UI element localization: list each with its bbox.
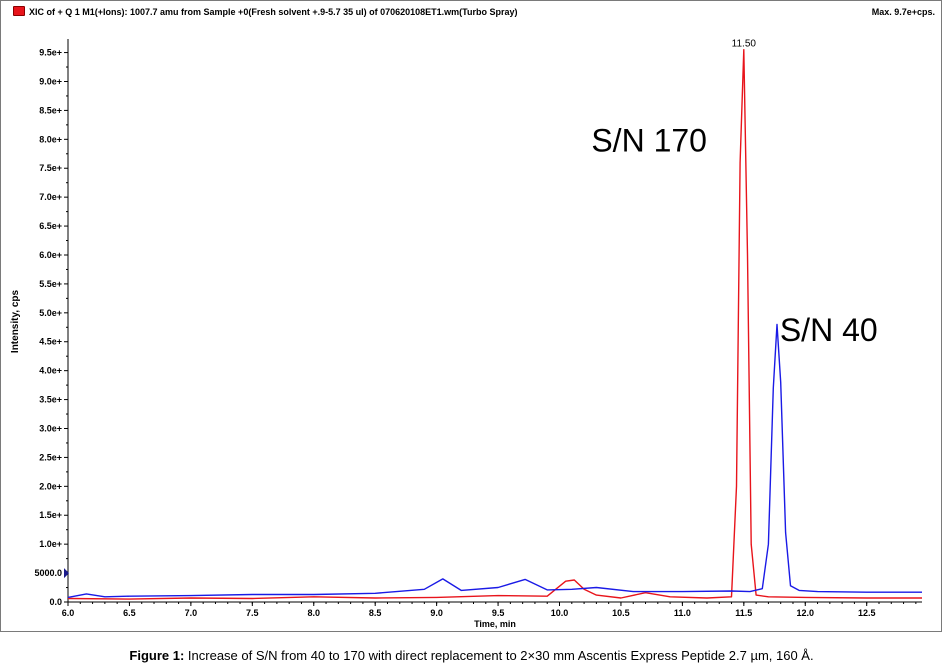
trace-color-swatch[interactable] xyxy=(13,6,25,16)
y-tick-label: 5000.0 xyxy=(34,568,62,578)
x-tick-label: 11.5 xyxy=(735,608,752,618)
y-tick-label: 5.5e+ xyxy=(39,279,62,289)
y-tick-label: 2.0e+ xyxy=(39,481,62,491)
x-tick-label: 11.0 xyxy=(674,608,691,618)
blue-trace-line xyxy=(67,323,922,599)
y-axis-label: Intensity, cps xyxy=(10,289,21,353)
x-tick-label: 7.0 xyxy=(185,608,198,618)
chart-title: XIC of + Q 1 M1(+Ions): 1007.7 amu from … xyxy=(29,7,518,17)
y-tick-label: 5.0e+ xyxy=(39,308,62,318)
sn-170-annotation: S/N 170 xyxy=(591,122,707,158)
y-tick-label: 8.5e+ xyxy=(39,105,62,115)
peak-apex-label: 11.50 xyxy=(732,39,757,50)
x-tick-label: 12.5 xyxy=(858,608,876,618)
x-tick-label: 6.5 xyxy=(123,608,136,618)
y-tick-label: 1.0e+ xyxy=(39,539,62,549)
y-tick-label: 3.0e+ xyxy=(39,423,62,433)
y-tick-label: 0.0 xyxy=(49,597,62,607)
chart-header: XIC of + Q 1 M1(+Ions): 1007.7 amu from … xyxy=(7,5,937,21)
x-tick-label: 7.5 xyxy=(246,608,259,618)
x-tick-label: 12.0 xyxy=(797,608,815,618)
chromatogram-plot[interactable]: 0.0 5000.0 1.0e+ 1.5e+ 2.0e+ 2.5e+ 3.0e+ 3.5e+ 4… xyxy=(1,1,943,633)
y-tick-label: 9.0e+ xyxy=(39,76,62,86)
figure-caption: Figure 1: Increase of S/N from 40 to 170… xyxy=(0,648,943,663)
x-tick-label: 8.5 xyxy=(369,608,382,618)
y-tick-label: 9.5e+ xyxy=(39,48,62,58)
y-tick-label: 4.0e+ xyxy=(39,366,62,376)
caption-label: Figure 1: xyxy=(129,648,185,663)
y-tick-label: 7.0e+ xyxy=(39,192,62,202)
threshold-marker-icon xyxy=(64,568,69,579)
caption-text: Increase of S/N from 40 to 170 with dire… xyxy=(187,648,814,663)
y-tick-label: 7.5e+ xyxy=(39,163,62,173)
x-tick-label: 8.0 xyxy=(307,608,320,618)
y-tick-label: 3.5e+ xyxy=(39,395,62,405)
chart-window: XIC of + Q 1 M1(+Ions): 1007.7 amu from … xyxy=(0,0,942,632)
x-tick-label: 10.0 xyxy=(551,608,569,618)
x-tick-label: 10.5 xyxy=(612,608,630,618)
y-tick-label: 1.5e+ xyxy=(39,510,62,520)
y-tick-label: 4.5e+ xyxy=(39,337,62,347)
y-tick-label: 2.5e+ xyxy=(39,452,62,462)
x-tick-label: 6.0 xyxy=(62,608,75,618)
red-trace-line xyxy=(67,49,922,600)
x-tick-label: 9.0 xyxy=(430,608,443,618)
y-tick-label: 6.0e+ xyxy=(39,250,62,260)
x-tick-label: 9.5 xyxy=(492,608,505,618)
y-tick-label: 6.5e+ xyxy=(39,221,62,231)
sn-40-annotation: S/N 40 xyxy=(780,312,878,348)
y-tick-label: 8.0e+ xyxy=(39,134,62,144)
x-axis-label: Time, min xyxy=(474,619,516,629)
max-intensity-label: Max. 9.7e+cps. xyxy=(871,7,935,17)
